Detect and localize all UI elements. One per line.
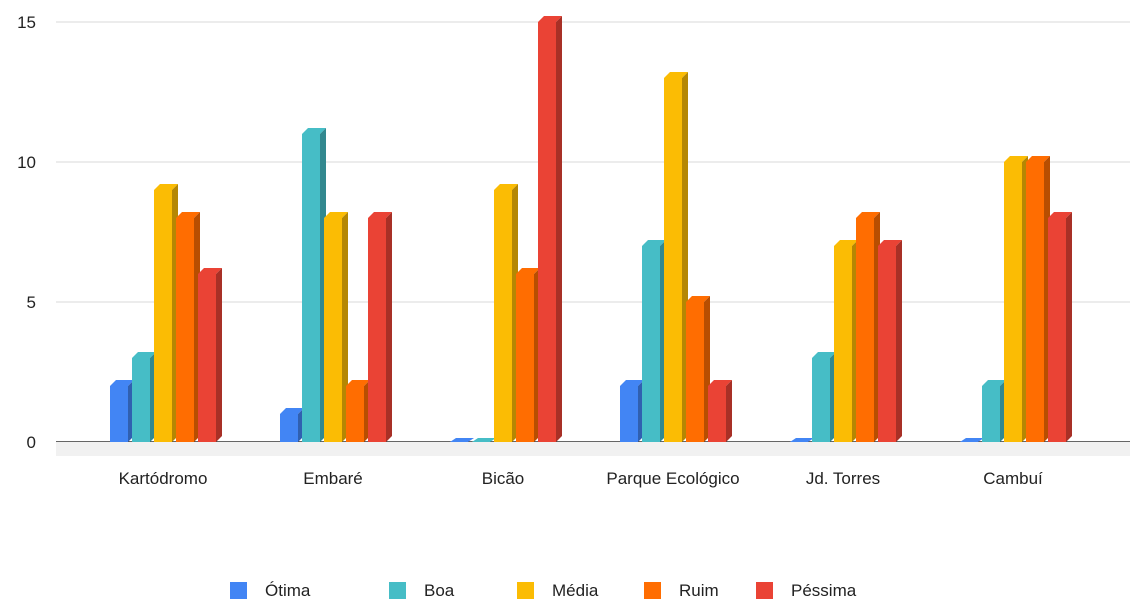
bar-boa-0 xyxy=(132,352,156,442)
legend-item-média: Média xyxy=(517,581,599,600)
legend-item-ruim: Ruim xyxy=(644,581,719,600)
bar-péssima-0 xyxy=(198,268,222,442)
bar-péssima-4 xyxy=(878,240,902,442)
bar-média-0 xyxy=(154,184,178,442)
bar-boa-1 xyxy=(302,128,326,442)
legend-label: Ruim xyxy=(679,581,719,600)
x-category-label: Cambuí xyxy=(983,469,1043,488)
y-tick-label: 5 xyxy=(27,293,36,312)
legend-item-boa: Boa xyxy=(389,581,455,600)
bar-ótima-3 xyxy=(620,380,644,442)
x-axis-labels: Kartódromo Embaré Bicão Parque Ecológico Jd.… xyxy=(119,469,1043,488)
y-axis-ticks: 0 5 10 15 xyxy=(17,13,36,452)
legend-label: Boa xyxy=(424,581,455,600)
bar-ruim-1 xyxy=(346,380,370,442)
bar-média-2 xyxy=(494,184,518,442)
bar-péssima-2 xyxy=(538,16,562,442)
legend-swatch xyxy=(756,582,773,599)
bar-péssima-1 xyxy=(368,212,392,442)
legend-item-péssima: Péssima xyxy=(756,581,857,600)
bar-ruim-2 xyxy=(516,268,540,442)
bar-boa-5 xyxy=(982,380,1006,442)
x-category-label: Jd. Torres xyxy=(806,469,880,488)
legend: Ótima Boa Média Ruim Péssima xyxy=(230,581,857,600)
bar-boa-3 xyxy=(642,240,666,442)
legend-label: Média xyxy=(552,581,599,600)
bar-ótima-1 xyxy=(280,408,304,442)
floor-plane xyxy=(56,442,1130,456)
bar-péssima-5 xyxy=(1048,212,1072,442)
legend-label: Péssima xyxy=(791,581,857,600)
y-tick-label: 15 xyxy=(17,13,36,32)
legend-item-ótima: Ótima xyxy=(230,581,311,600)
bar-ruim-3 xyxy=(686,296,710,442)
legend-label: Ótima xyxy=(265,581,311,600)
x-category-label: Parque Ecológico xyxy=(606,469,739,488)
bar-média-3 xyxy=(664,72,688,442)
bar-média-4 xyxy=(834,240,858,442)
bar-ruim-5 xyxy=(1026,156,1050,442)
bar-média-1 xyxy=(324,212,348,442)
legend-swatch xyxy=(389,582,406,599)
y-tick-label: 0 xyxy=(27,433,36,452)
bar-boa-4 xyxy=(812,352,836,442)
legend-swatch xyxy=(517,582,534,599)
bar-média-5 xyxy=(1004,156,1028,442)
legend-swatch xyxy=(230,582,247,599)
bar-ruim-4 xyxy=(856,212,880,442)
x-category-label: Bicão xyxy=(482,469,525,488)
bar-ótima-0 xyxy=(110,380,134,442)
x-category-label: Embaré xyxy=(303,469,363,488)
bars xyxy=(110,16,1072,442)
bar-péssima-3 xyxy=(708,380,732,442)
x-category-label: Kartódromo xyxy=(119,469,208,488)
y-tick-label: 10 xyxy=(17,153,36,172)
chart-floor xyxy=(56,442,1130,456)
legend-swatch xyxy=(644,582,661,599)
bar-ruim-0 xyxy=(176,212,200,442)
